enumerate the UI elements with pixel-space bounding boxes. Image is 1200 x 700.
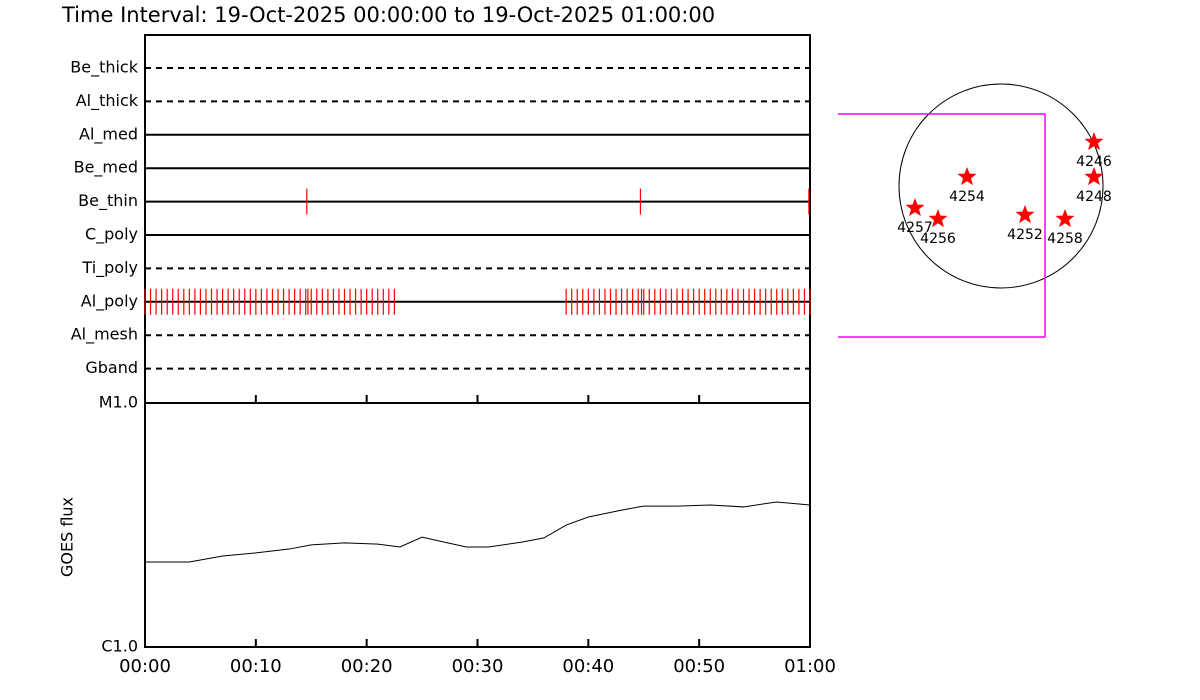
region-label: 4248 [1076,189,1112,205]
region-label: 4256 [920,231,956,247]
x-tick-label: 00:00 [119,656,171,677]
x-tick-label: 00:50 [673,656,725,677]
x-tick-label: 00:30 [452,656,504,677]
region-label: 4257 [897,220,933,236]
solar-disk [898,83,1104,289]
region-label: 4258 [1047,231,1083,247]
y-axis-label: GOES flux [58,497,77,577]
goes-curve [145,501,811,563]
region-label: 4246 [1076,154,1112,170]
x-tick-label: 01:00 [784,656,836,677]
filter-label: Gband [85,358,138,377]
filter-label: Al_med [79,124,138,144]
title: Time Interval: 19-Oct-2025 00:00:00 to 1… [61,3,715,27]
filter-label: Be_thick [70,58,138,78]
filter-label: Be_med [74,158,138,178]
filter-label: Al_mesh [71,325,138,345]
filter-label: Be_thin [78,191,138,211]
region-marker [1055,209,1075,228]
x-tick-label: 00:40 [562,656,614,677]
x-tick-label: 00:10 [230,656,282,677]
region-label: 4254 [949,189,985,205]
y-tick-label: M1.0 [99,393,138,412]
region-marker [1084,132,1104,151]
goes-frame [144,402,811,648]
filter-label: Ti_poly [81,258,138,278]
timeline-frame [144,34,811,404]
y-tick-label: C1.0 [101,637,138,656]
fov-box [838,113,1046,338]
region-label: 4252 [1007,227,1043,243]
region-marker [928,209,948,228]
x-tick-label: 00:20 [341,656,393,677]
filter-label: Al_poly [81,291,138,311]
filter-label: Al_thick [76,91,139,111]
region-marker [1015,205,1035,224]
filter-label: C_poly [85,225,138,245]
region-marker [1084,167,1104,186]
region-marker [905,198,925,217]
region-marker [957,167,977,186]
